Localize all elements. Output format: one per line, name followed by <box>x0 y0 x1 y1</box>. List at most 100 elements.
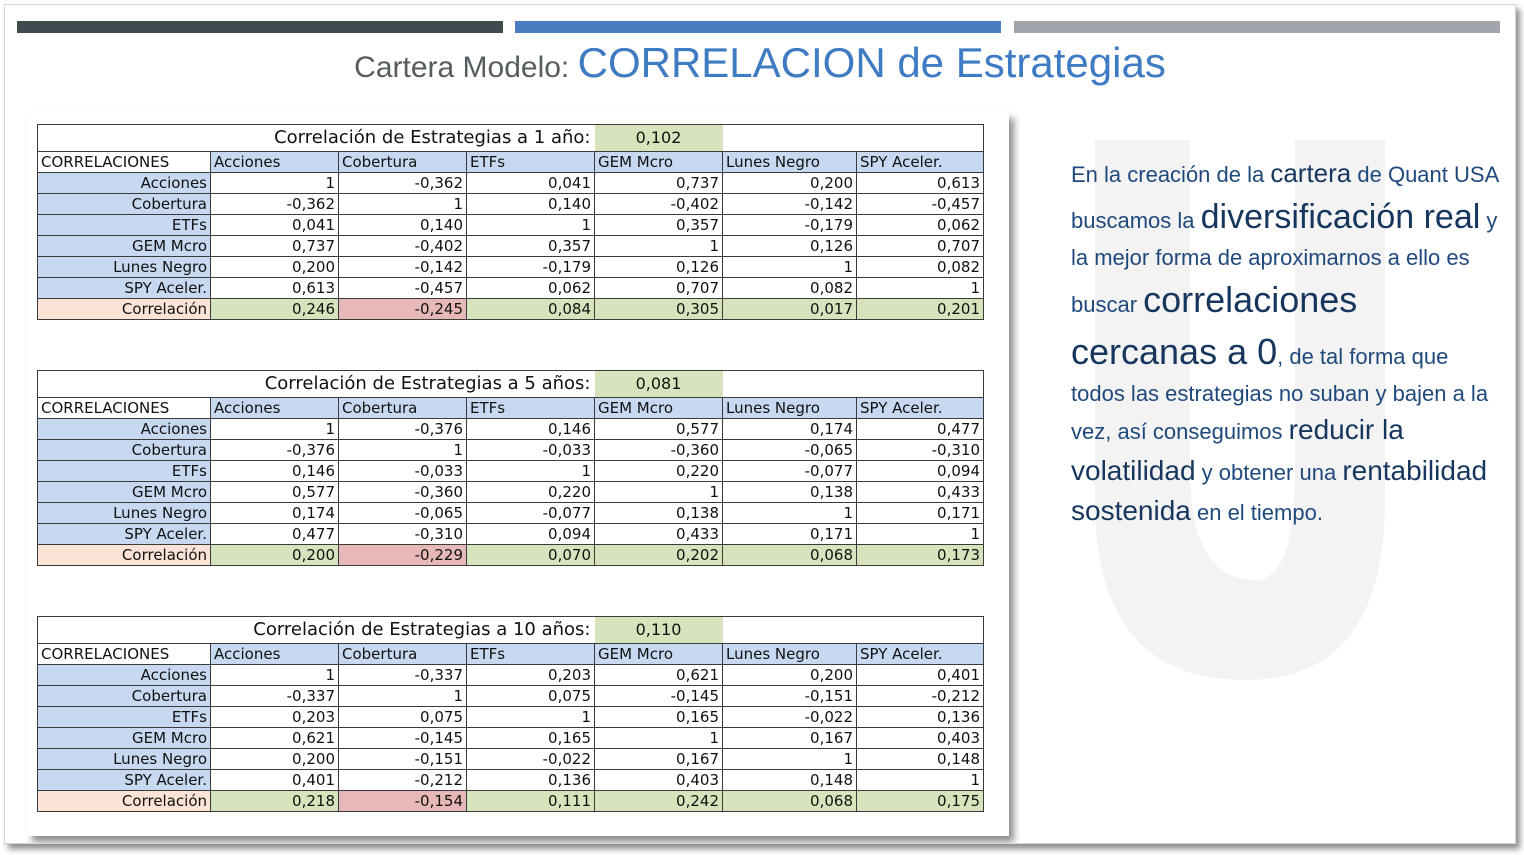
table-row: SPY Aceler. 0,613 -0,457 0,062 0,707 0,082 1 <box>37 277 984 299</box>
table-cell: 0,200 <box>722 664 857 686</box>
row-label: ETFs <box>37 214 211 236</box>
summary-label: Correlación <box>37 544 211 566</box>
table-cell: 0,357 <box>594 214 723 236</box>
desc-highlight-cartera: cartera <box>1270 158 1352 188</box>
table-title-blank <box>722 124 984 152</box>
table-row: ETFs 0,146 -0,033 1 0,220 -0,077 0,094 <box>37 460 984 482</box>
table-cell: -0,151 <box>722 685 857 707</box>
table-row: Acciones 1 -0,362 0,041 0,737 0,200 0,613 <box>37 172 984 194</box>
table-cell: 1 <box>722 256 857 278</box>
table-cell: 0,737 <box>594 172 723 194</box>
summary-row: Correlación 0,200 -0,229 0,070 0,202 0,068 0,1… <box>37 544 984 566</box>
table-title-blank <box>722 616 984 644</box>
correlation-table: Correlación de Estrategias a 1 año: 0,102… <box>37 124 984 320</box>
table-cell: 0,126 <box>594 256 723 278</box>
table-cell: -0,376 <box>338 418 467 440</box>
table-cell: 1 <box>594 481 723 503</box>
desc-part: En la creación de la <box>1071 162 1271 187</box>
column-header: SPY Aceler. <box>856 643 984 665</box>
summary-cell: 0,201 <box>856 298 984 320</box>
table-cell: -0,362 <box>338 172 467 194</box>
table-corner-label: CORRELACIONES <box>37 397 211 419</box>
table-row: GEM Mcro 0,577 -0,360 0,220 1 0,138 0,433 <box>37 481 984 503</box>
table-cell: 1 <box>210 418 339 440</box>
row-label: Lunes Negro <box>37 502 211 524</box>
table-cell: -0,179 <box>722 214 857 236</box>
table-cell: 0,477 <box>856 418 984 440</box>
row-label: Cobertura <box>37 685 211 707</box>
table-cell: 1 <box>210 172 339 194</box>
table-cell: 0,062 <box>466 277 595 299</box>
correlation-tables-panel: Correlación de Estrategias a 1 año: 0,102… <box>27 112 1009 836</box>
column-header: SPY Aceler. <box>856 151 984 173</box>
summary-cell: 0,202 <box>594 544 723 566</box>
table-cell: 1 <box>466 706 595 728</box>
column-header: Lunes Negro <box>722 397 857 419</box>
table-row: GEM Mcro 0,621 -0,145 0,165 1 0,167 0,403 <box>37 727 984 749</box>
summary-label: Correlación <box>37 298 211 320</box>
table-cell: 0,200 <box>210 748 339 770</box>
table-cell: 0,433 <box>594 523 723 545</box>
table-row: GEM Mcro 0,737 -0,402 0,357 1 0,126 0,707 <box>37 235 984 257</box>
table-cell: 0,200 <box>722 172 857 194</box>
table-cell: 0,041 <box>210 214 339 236</box>
row-label: Cobertura <box>37 193 211 215</box>
table-cell: -0,142 <box>338 256 467 278</box>
table-cell: -0,457 <box>856 193 984 215</box>
table-cell: -0,457 <box>338 277 467 299</box>
table-cell: 1 <box>722 748 857 770</box>
table-row: SPY Aceler. 0,477 -0,310 0,094 0,433 0,171 1 <box>37 523 984 545</box>
table-cell: -0,065 <box>722 439 857 461</box>
table-cell: 0,707 <box>594 277 723 299</box>
row-label: Acciones <box>37 664 211 686</box>
table-cell: 1 <box>594 235 723 257</box>
table-cell: -0,360 <box>594 439 723 461</box>
table-cell: 1 <box>594 727 723 749</box>
table-cell: 0,707 <box>856 235 984 257</box>
table-cell: 0,357 <box>466 235 595 257</box>
summary-cell: 0,068 <box>722 544 857 566</box>
row-label: ETFs <box>37 706 211 728</box>
table-row: Lunes Negro 0,200 -0,142 -0,179 0,126 1 0,082 <box>37 256 984 278</box>
row-label: GEM Mcro <box>37 235 211 257</box>
column-header: GEM Mcro <box>594 397 723 419</box>
desc-highlight-volatilidad: reducir la volatilidad <box>1071 414 1404 486</box>
table-cell: 0,138 <box>594 502 723 524</box>
summary-cell: 0,017 <box>722 298 857 320</box>
decor-bar-dark <box>17 21 503 33</box>
table-cell: 1 <box>856 277 984 299</box>
row-label: GEM Mcro <box>37 727 211 749</box>
table-row: Acciones 1 -0,337 0,203 0,621 0,200 0,401 <box>37 664 984 686</box>
table-cell: 0,433 <box>856 481 984 503</box>
table-row: Cobertura -0,337 1 0,075 -0,145 -0,151 -0,212 <box>37 685 984 707</box>
table-cell: 0,621 <box>594 664 723 686</box>
column-header: Cobertura <box>338 643 467 665</box>
table-cell: 1 <box>722 502 857 524</box>
table-cell: -0,077 <box>722 460 857 482</box>
table-cell: -0,077 <box>466 502 595 524</box>
table-cell: 0,220 <box>594 460 723 482</box>
correlation-table: Correlación de Estrategias a 10 años: 0,1… <box>37 616 984 812</box>
table-cell: -0,337 <box>338 664 467 686</box>
table-title: Correlación de Estrategias a 1 año: <box>37 124 595 152</box>
table-header-row: CORRELACIONES Acciones Cobertura ETFs GEM Mc… <box>37 397 984 419</box>
correlation-table: Correlación de Estrategias a 5 años: 0,08… <box>37 370 984 566</box>
table-cell: -0,033 <box>338 460 467 482</box>
table-cell: -0,033 <box>466 439 595 461</box>
table-cell: -0,212 <box>856 685 984 707</box>
table-cell: -0,065 <box>338 502 467 524</box>
decor-bar-gray <box>1014 21 1500 33</box>
table-cell: 0,203 <box>466 664 595 686</box>
table-cell: 0,082 <box>722 277 857 299</box>
row-label: Acciones <box>37 418 211 440</box>
summary-row: Correlación 0,218 -0,154 0,111 0,242 0,068 0,1… <box>37 790 984 812</box>
page-title: Cartera Modelo: CORRELACION de Estrategi… <box>5 39 1515 87</box>
table-cell: 0,737 <box>210 235 339 257</box>
column-header: Cobertura <box>338 151 467 173</box>
summary-cell: 0,070 <box>466 544 595 566</box>
column-header: Acciones <box>210 151 339 173</box>
table-cell: 0,167 <box>594 748 723 770</box>
table-cell: 0,140 <box>338 214 467 236</box>
summary-cell: 0,218 <box>210 790 339 812</box>
table-cell: 0,171 <box>856 502 984 524</box>
